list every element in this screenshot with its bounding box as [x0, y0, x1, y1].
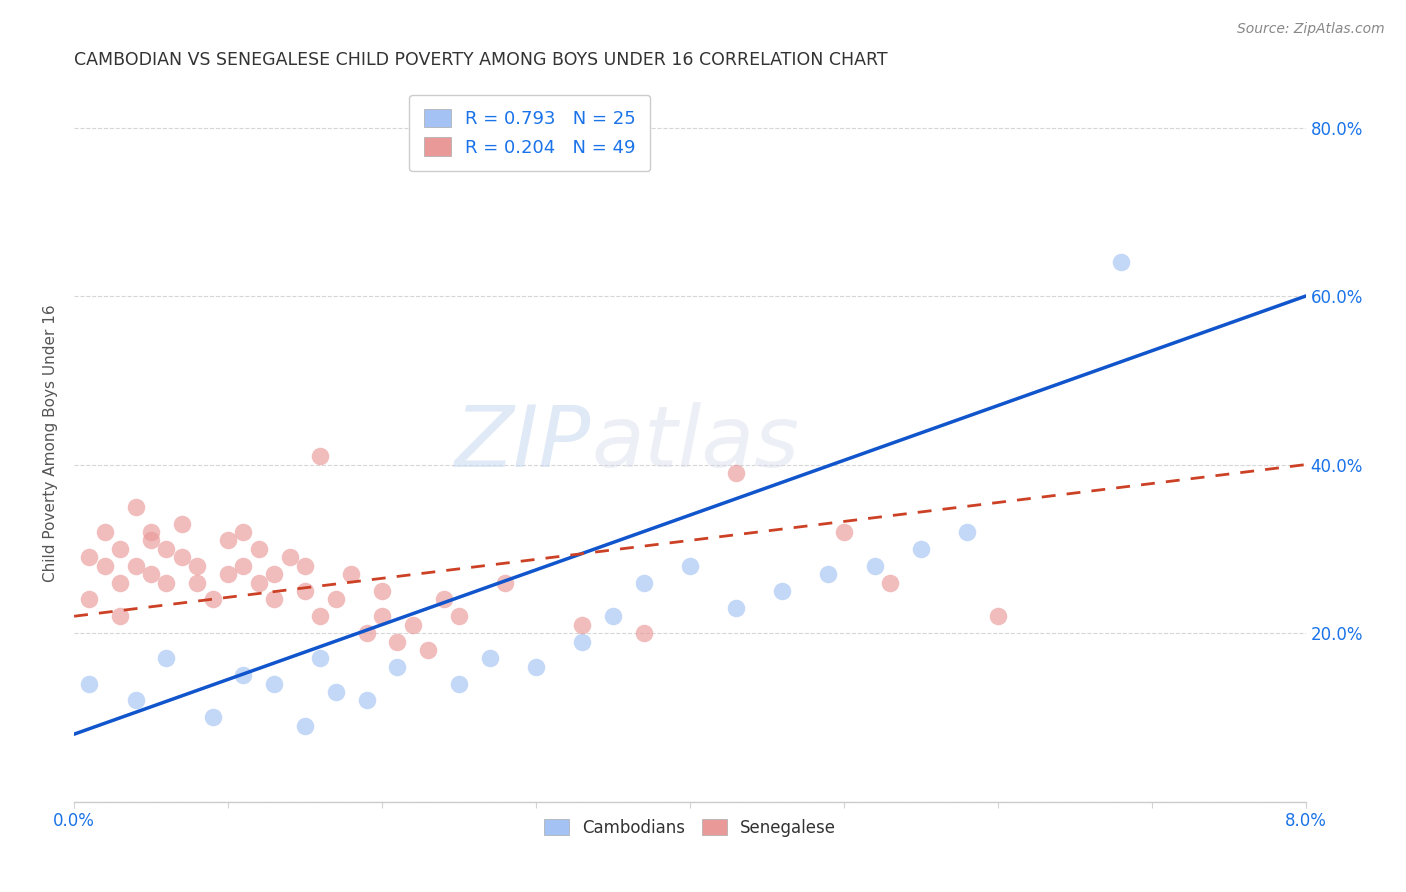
Point [478, 651, 501, 665]
Point [217, 567, 239, 582]
Point [247, 541, 270, 556]
Point [124, 693, 146, 707]
Point [770, 584, 793, 599]
Point [447, 609, 470, 624]
Point [956, 524, 979, 539]
Point [263, 592, 285, 607]
Point [447, 676, 470, 690]
Text: atlas: atlas [592, 402, 799, 485]
Point [110, 575, 132, 590]
Point [139, 567, 162, 582]
Point [294, 719, 316, 733]
Point [294, 558, 316, 573]
Point [356, 626, 378, 640]
Point [571, 617, 593, 632]
Point [294, 584, 316, 599]
Point [170, 516, 193, 531]
Point [247, 575, 270, 590]
Point [110, 541, 132, 556]
Point [201, 710, 224, 724]
Point [232, 668, 254, 682]
Point [494, 575, 516, 590]
Point [633, 575, 655, 590]
Point [910, 541, 932, 556]
Point [139, 533, 162, 548]
Point [155, 651, 177, 665]
Point [309, 651, 332, 665]
Point [371, 609, 394, 624]
Text: Source: ZipAtlas.com: Source: ZipAtlas.com [1237, 22, 1385, 37]
Point [371, 584, 394, 599]
Point [124, 500, 146, 514]
Point [325, 685, 347, 699]
Point [571, 634, 593, 648]
Point [724, 600, 747, 615]
Legend: Cambodians, Senegalese: Cambodians, Senegalese [537, 812, 842, 843]
Point [879, 575, 901, 590]
Point [79, 676, 101, 690]
Point [232, 558, 254, 573]
Text: ZIP: ZIP [456, 402, 592, 485]
Point [309, 449, 332, 463]
Point [79, 550, 101, 565]
Point [987, 609, 1010, 624]
Y-axis label: Child Poverty Among Boys Under 16: Child Poverty Among Boys Under 16 [44, 305, 58, 582]
Point [94, 558, 117, 573]
Point [309, 609, 332, 624]
Point [817, 567, 839, 582]
Point [387, 660, 409, 674]
Point [432, 592, 454, 607]
Point [387, 634, 409, 648]
Point [170, 550, 193, 565]
Point [110, 609, 132, 624]
Point [679, 558, 702, 573]
Point [340, 567, 363, 582]
Point [832, 524, 855, 539]
Point [186, 575, 208, 590]
Point [139, 524, 162, 539]
Point [402, 617, 425, 632]
Point [602, 609, 624, 624]
Point [79, 592, 101, 607]
Point [325, 592, 347, 607]
Point [863, 558, 886, 573]
Point [232, 524, 254, 539]
Point [155, 575, 177, 590]
Point [201, 592, 224, 607]
Point [155, 541, 177, 556]
Point [1109, 255, 1132, 269]
Point [524, 660, 547, 674]
Text: CAMBODIAN VS SENEGALESE CHILD POVERTY AMONG BOYS UNDER 16 CORRELATION CHART: CAMBODIAN VS SENEGALESE CHILD POVERTY AM… [75, 51, 887, 69]
Point [263, 567, 285, 582]
Point [217, 533, 239, 548]
Point [124, 558, 146, 573]
Point [418, 643, 440, 657]
Point [724, 466, 747, 480]
Point [94, 524, 117, 539]
Point [278, 550, 301, 565]
Point [633, 626, 655, 640]
Point [186, 558, 208, 573]
Point [263, 676, 285, 690]
Point [356, 693, 378, 707]
